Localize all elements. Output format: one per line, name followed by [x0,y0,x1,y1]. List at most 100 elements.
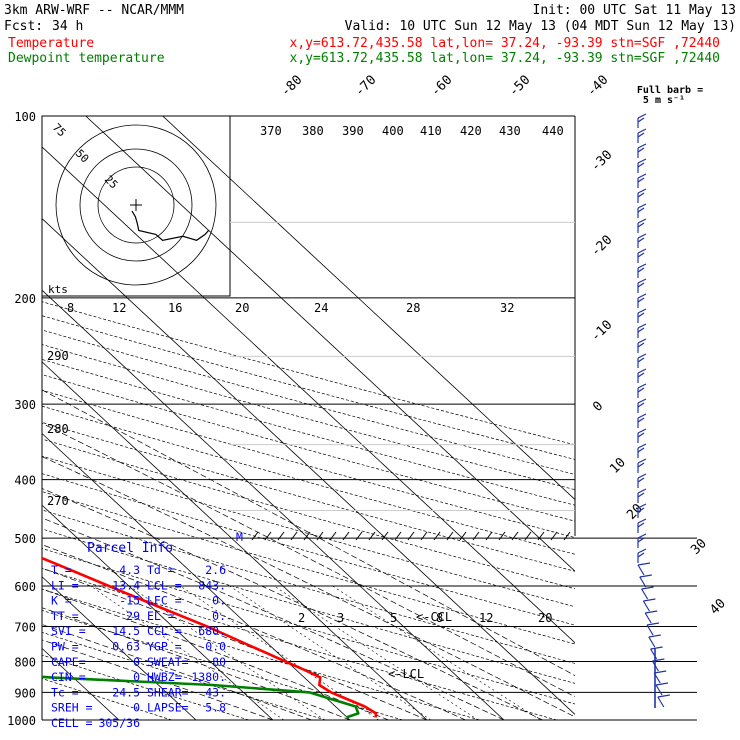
theta-label: 290 [47,349,69,363]
wind-barb [637,522,645,528]
pressure-label: 1000 [7,714,36,728]
wind-barb [642,600,650,612]
wind-tick [316,531,324,541]
wind-tick [407,531,415,541]
parcel-label: PW = [51,640,79,654]
wind-barb [637,278,647,284]
parcel-label: LFC = [147,594,182,608]
wind-barb [637,503,647,509]
wind-tick [381,531,389,541]
wind-barb [637,128,647,134]
wind-barb [637,447,645,453]
moist-adiabat [42,567,428,720]
wind-barbs [251,113,670,708]
wind-barb [637,488,647,494]
wind-barb [637,548,647,554]
wind-barb [637,432,645,438]
mixing-ratio-line [180,585,379,720]
wind-tick [355,531,363,541]
wind-barb [637,398,647,404]
wind-barb [637,458,647,464]
moist-adiabat [42,389,575,676]
wind-barb [637,203,647,209]
theta-label: 420 [460,124,482,138]
pressure-label: 400 [14,474,36,488]
dry-adiabat [42,405,575,555]
dry-adiabat [42,389,575,538]
theta-label: 440 [542,124,564,138]
temperature-profile [42,556,378,718]
parcel-value: 24.5 [112,685,140,699]
parcel-value: 29 [126,609,140,623]
theta-e-label: 8 [67,301,74,315]
hodograph-ring [55,124,217,286]
parcel-label: TT = [51,609,79,623]
wind-barb [637,353,647,359]
dry-adiabat [42,422,575,572]
fcst-hours: 34 h [52,19,83,34]
wind-barb [637,237,645,243]
parcel-label: LI = [51,578,79,592]
parcel-value: 1380. [191,670,226,684]
wind-barb [657,694,670,698]
wind-barb [637,428,647,434]
pressure-label: 800 [14,655,36,669]
theta-e-label: 24 [314,301,328,315]
wind-barb [637,192,645,198]
wind-barb [637,297,645,303]
moist-adiabat [42,422,575,698]
dewpoint-profile [42,675,360,719]
parcel-value: 0 [133,701,140,715]
parcel-value: 2.6 [205,563,226,577]
parcel-value: 0.0 [205,640,226,654]
wind-barb [637,368,647,374]
theta-label: 430 [499,124,521,138]
isotherm-label: 20 [624,501,646,523]
parcel-value: 0. [212,594,226,608]
dry-adiabat [42,509,575,664]
pressure-label: 700 [14,620,36,634]
theta-label: 400 [382,124,404,138]
wind-barb [655,682,669,686]
wind-tick [472,531,480,541]
theta-e-label: 12 [112,301,126,315]
dewpoint-legend-info: x,y=613.72,435.58 lat,lon= 37.24, -93.39… [290,51,720,66]
wind-M-marker: M [236,530,243,544]
wind-barb [637,188,647,194]
wind-barb [637,477,645,483]
barb-key-line1: Full barb = [637,85,703,96]
theta-label: 390 [342,124,364,138]
wind-barb [637,443,647,449]
theta-label: 380 [302,124,324,138]
parcel-value: 5.8 [205,701,226,715]
parcel-label: SHEAR= [147,685,189,699]
parcel-label: SREH = [51,701,93,715]
wind-barb [637,387,645,393]
wind-tick [550,531,558,541]
parcel-value: 305/36 [98,716,140,730]
wind-barb [637,562,651,566]
init-time: Init: 00 UTC Sat 11 May 13 [533,3,737,18]
parcel-value: 680. [198,624,226,638]
wind-barb [637,417,645,423]
wind-barb [637,312,645,318]
pressure-label: 300 [14,398,36,412]
parcel-value: 0 [133,670,140,684]
wind-barb [645,610,658,614]
parcel-value: 0 [133,655,140,669]
isotherm-label: -10 [588,318,615,345]
wind-barb [637,293,647,299]
wind-tick [485,531,493,541]
dry-adiabat [42,359,575,506]
isotherm-label: -20 [588,233,615,260]
dry-adiabat [42,528,575,684]
wind-barb [637,357,645,363]
wind-barb [637,173,647,179]
mixing-ratio-line [90,585,285,720]
theta-e-label: 20 [235,301,249,315]
wind-barb [637,218,647,224]
isotherm-line [42,289,505,720]
wind-barb [639,576,647,588]
wind-tick [277,531,285,541]
